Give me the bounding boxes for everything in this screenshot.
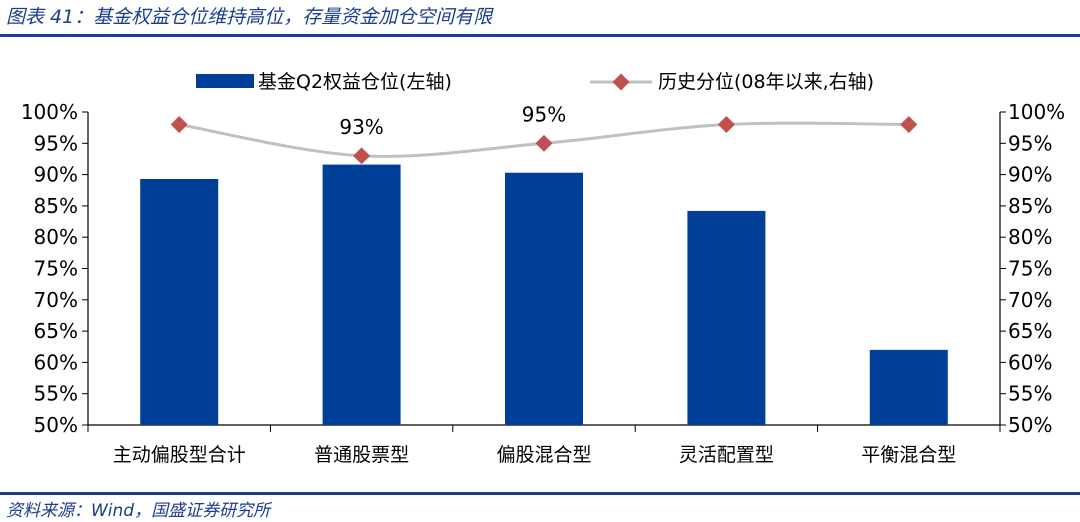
y-tick-label-right: 75% [1008,257,1052,281]
bar [140,178,219,425]
data-label: 93% [339,115,383,139]
title-rule [0,34,1080,37]
x-tick-label: 普通股票型 [314,444,409,466]
y-tick-label-left: 65% [34,319,78,343]
y-tick-label-left: 70% [34,288,78,312]
y-tick-label-right: 50% [1008,413,1052,437]
legend: 基金Q2权益仓位(左轴) 历史分位(08年以来,右轴) [196,71,874,93]
bar [687,210,766,425]
y-tick-label-right: 90% [1008,163,1052,187]
bar [869,349,948,425]
y-tick-label-left: 55% [34,382,78,406]
x-tick-label: 偏股混合型 [496,444,591,466]
y-tick-label-left: 60% [34,350,78,374]
data-label: 95% [522,102,566,126]
y-tick-label-right: 95% [1008,131,1052,155]
y-tick-label-right: 100% [1008,100,1065,124]
y-tick-label-left: 85% [34,194,78,218]
x-tick-label: 主动偏股型合计 [113,444,246,466]
bar [322,164,401,426]
legend-swatch-marker [612,73,630,91]
y-tick-label-right: 60% [1008,350,1052,374]
line-marker [170,116,188,134]
bar [505,172,583,425]
plot-area: 50% 55% 60% 65% 70% 75% 80% 85% 90% 95% 100% 50% 55%… [21,100,1065,466]
y-tick-label-right: 80% [1008,225,1052,249]
legend-swatch-bar [196,74,254,88]
line-marker [535,134,553,152]
line-marker [717,116,735,134]
x-tick-label: 平衡混合型 [861,444,956,466]
y-tick-label-right: 85% [1008,194,1052,218]
source-rule [0,492,1080,495]
figure-title: 图表 41：基金权益仓位维持高位，存量资金加仓空间有限 [6,6,493,28]
x-tick-label: 灵活配置型 [679,444,774,466]
y-tick-label-left: 90% [34,163,78,187]
y-tick-label-right: 70% [1008,288,1052,312]
source-note: 资料来源：Wind，国盛证券研究所 [6,501,271,521]
legend-label-line: 历史分位(08年以来,右轴) [658,71,874,93]
y-tick-label-left: 95% [34,131,78,155]
y-tick-label-left: 75% [34,257,78,281]
y-tick-label-left: 50% [34,413,78,437]
y-tick-label-right: 55% [1008,382,1052,406]
line-marker [900,116,918,134]
line-marker [353,147,371,165]
y-tick-label-right: 65% [1008,319,1052,343]
y-tick-label-left: 80% [34,225,78,249]
y-tick-label-left: 100% [21,100,78,124]
legend-label-bar: 基金Q2权益仓位(左轴) [258,71,452,93]
